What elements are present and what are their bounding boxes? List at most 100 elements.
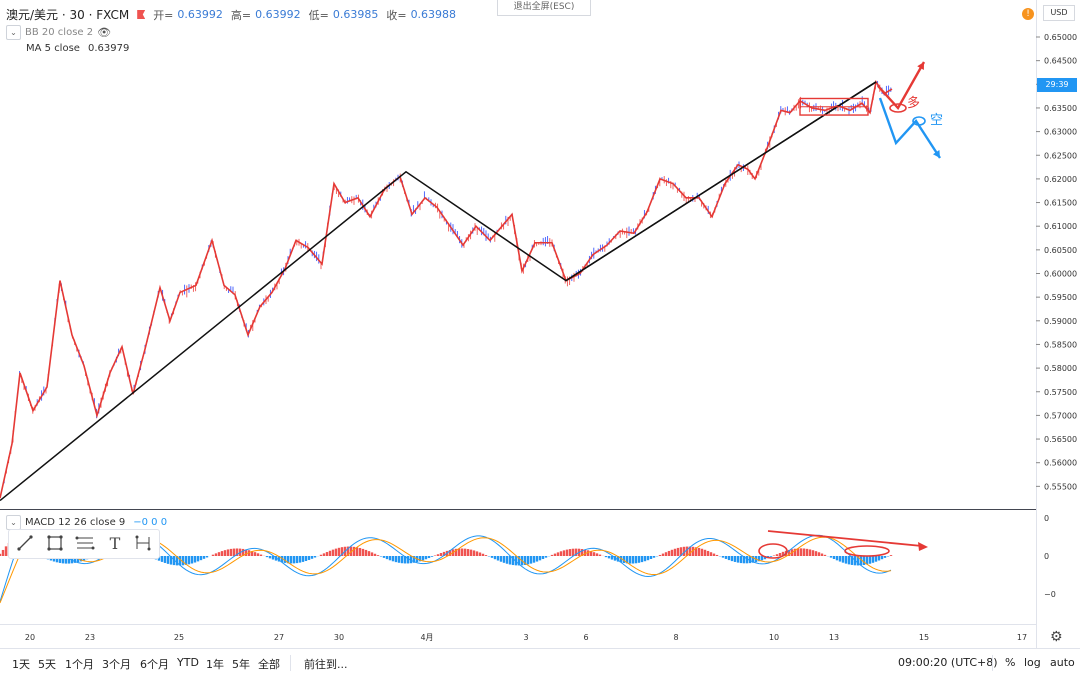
price-tick-label: 0.59000 bbox=[1044, 317, 1077, 326]
price-tick-label: 0.56500 bbox=[1044, 435, 1077, 444]
macd-legend: ⌄ MACD 12 26 close 9 −0 0 0 bbox=[6, 515, 167, 530]
time-axis-label: 20 bbox=[25, 633, 35, 642]
price-tick-label: 0.62500 bbox=[1044, 151, 1077, 160]
goto-date-button[interactable]: 前往到... bbox=[304, 658, 348, 671]
close-value: 0.63988 bbox=[410, 8, 457, 21]
price-tick-label: 0.62000 bbox=[1044, 175, 1077, 184]
bottom-toolbar: 1天 5天 1个月 3个月 6个月 YTD 1年 5年 全部 前往到... 09… bbox=[0, 648, 1080, 676]
price-tick-label: 0.55500 bbox=[1044, 482, 1077, 491]
price-tick-label: 0.63500 bbox=[1044, 104, 1077, 113]
bar-divider-2 bbox=[992, 655, 993, 671]
price-tick-label: 0.65000 bbox=[1044, 33, 1077, 42]
price-tick-label: 0.58000 bbox=[1044, 364, 1077, 373]
time-axis-label: 17 bbox=[1017, 633, 1027, 642]
macd-tick-label: 0 bbox=[1044, 552, 1049, 561]
ma-value: 0.63979 bbox=[87, 43, 130, 54]
bb-label[interactable]: BB 20 close 2 bbox=[25, 27, 94, 38]
range-ytd[interactable]: YTD bbox=[177, 656, 199, 669]
range-3m[interactable]: 3个月 bbox=[102, 658, 131, 671]
time-axis-label: 15 bbox=[919, 633, 929, 642]
high-value: 0.63992 bbox=[255, 8, 301, 21]
macd-divergence-arrowhead bbox=[918, 542, 928, 551]
long-annotation: 多 bbox=[907, 96, 921, 111]
percent-toggle[interactable]: % bbox=[1005, 656, 1016, 669]
collapse-chevron-icon[interactable]: ⌄ bbox=[6, 25, 21, 40]
price-tick-label: 0.61000 bbox=[1044, 222, 1077, 231]
range-1m[interactable]: 1个月 bbox=[65, 658, 94, 671]
low-value: 0.63985 bbox=[332, 8, 379, 21]
eye-icon[interactable]: 👁 bbox=[97, 26, 112, 39]
price-tick-label: 0.63000 bbox=[1044, 128, 1077, 137]
macd-divergence-line bbox=[767, 530, 923, 547]
price-tick-label: 0.60500 bbox=[1044, 246, 1077, 255]
currency-label[interactable]: USD bbox=[1043, 5, 1075, 21]
short-scenario-arrow-head bbox=[932, 150, 940, 158]
macd-label[interactable]: MACD 12 26 close 9 bbox=[25, 517, 126, 528]
long-circle bbox=[889, 103, 907, 113]
price-tick-label: 0.57500 bbox=[1044, 388, 1077, 397]
time-axis-label: 27 bbox=[274, 633, 284, 642]
price-tick-label: 0.61500 bbox=[1044, 199, 1077, 208]
time-axis-label: 10 bbox=[769, 633, 779, 642]
macd-peak-circle-1 bbox=[758, 543, 788, 559]
close-label: 收= bbox=[386, 8, 407, 22]
long-scenario-arrow-head bbox=[917, 62, 924, 70]
range-all[interactable]: 全部 bbox=[258, 658, 280, 671]
bar-divider bbox=[290, 655, 291, 671]
clock-timezone[interactable]: 09:00:20 (UTC+8) bbox=[898, 656, 998, 669]
market-flag-icon bbox=[137, 10, 146, 19]
exit-fullscreen-button[interactable]: 退出全屏(ESC) bbox=[497, 0, 591, 16]
price-tick-label: 0.56000 bbox=[1044, 459, 1077, 468]
open-label: 开= bbox=[153, 8, 174, 22]
measure-tool-icon[interactable] bbox=[130, 531, 156, 555]
settings-gear-icon[interactable]: ⚙ bbox=[1050, 629, 1063, 645]
range-5d[interactable]: 5天 bbox=[38, 658, 56, 671]
macd-tick-label: 0 bbox=[1044, 514, 1049, 523]
symbol-title[interactable]: 澳元/美元 · 30 · FXCM bbox=[6, 8, 130, 22]
time-axis-label: 13 bbox=[829, 633, 839, 642]
price-tick-label: 0.59500 bbox=[1044, 293, 1077, 302]
price-tick-label: 0.57000 bbox=[1044, 411, 1077, 420]
time-axis-label: 3 bbox=[523, 633, 528, 642]
time-axis-label: 8 bbox=[673, 633, 678, 642]
macd-peak-circle-2 bbox=[844, 545, 890, 557]
time-axis-label: 4月 bbox=[420, 633, 433, 642]
macd-collapse-icon[interactable]: ⌄ bbox=[6, 515, 21, 530]
range-1y[interactable]: 1年 bbox=[206, 658, 224, 671]
price-countdown-tag: 29:39 bbox=[1037, 78, 1077, 92]
trendline bbox=[565, 81, 877, 282]
price-tick-label: 0.64500 bbox=[1044, 57, 1077, 66]
short-annotation: 空 bbox=[930, 113, 944, 128]
time-axis-label: 25 bbox=[174, 633, 184, 642]
symbol-legend: 澳元/美元 · 30 · FXCM 开= 0.63992 高= 0.63992 低=… bbox=[6, 6, 456, 23]
short-scenario-arrow bbox=[878, 97, 942, 159]
text-tool-icon[interactable]: T bbox=[109, 533, 121, 553]
macd-tick-label: −0 bbox=[1044, 590, 1056, 599]
long-scenario-arrow bbox=[877, 61, 926, 111]
time-axis-label: 6 bbox=[583, 633, 588, 642]
trendline bbox=[0, 81, 877, 502]
zigzag-line bbox=[0, 79, 893, 499]
ma-legend: MA 5 close 0.63979 bbox=[26, 43, 129, 54]
bb-legend: ⌄ BB 20 close 2 👁 bbox=[6, 25, 111, 40]
range-1d[interactable]: 1天 bbox=[12, 658, 30, 671]
fib-tool-icon[interactable] bbox=[72, 531, 98, 555]
auto-toggle[interactable]: auto bbox=[1050, 656, 1075, 669]
macd-values: −0 0 0 bbox=[133, 517, 168, 528]
ma-label[interactable]: MA 5 close bbox=[26, 43, 80, 54]
price-tick-label: 0.60000 bbox=[1044, 270, 1077, 279]
alert-icon[interactable]: ! bbox=[1022, 8, 1034, 20]
rectangle-tool-icon[interactable] bbox=[42, 531, 68, 555]
time-axis-label: 30 bbox=[334, 633, 344, 642]
trendline-tool-icon[interactable] bbox=[12, 531, 38, 555]
range-6m[interactable]: 6个月 bbox=[140, 658, 169, 671]
short-circle bbox=[912, 116, 926, 126]
open-value: 0.63992 bbox=[177, 8, 223, 21]
low-label: 低= bbox=[308, 8, 329, 22]
price-tick-label: 0.58500 bbox=[1044, 340, 1077, 349]
drawing-toolbar bbox=[8, 529, 160, 559]
time-axis-label: 23 bbox=[85, 633, 95, 642]
high-label: 高= bbox=[230, 8, 252, 22]
range-5y[interactable]: 5年 bbox=[232, 658, 250, 671]
log-toggle[interactable]: log bbox=[1024, 656, 1041, 669]
